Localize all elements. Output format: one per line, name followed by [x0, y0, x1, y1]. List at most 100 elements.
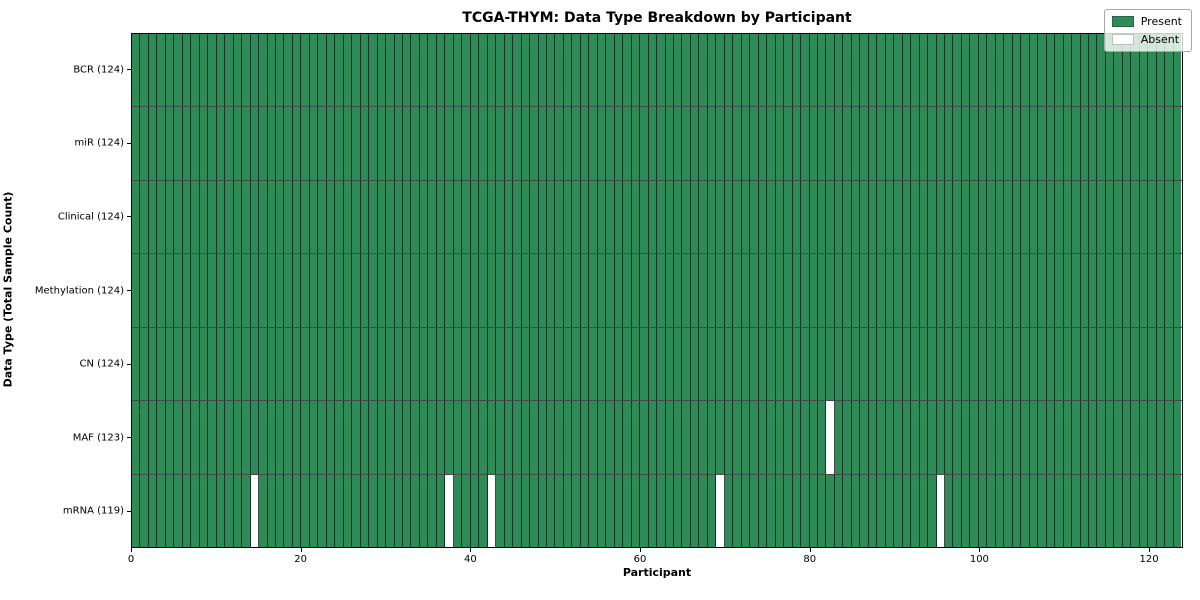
- y-tick-label: Methylation (124): [34, 285, 124, 296]
- heatmap-cell-present: [750, 180, 759, 254]
- heatmap-cell-present: [640, 474, 649, 547]
- heatmap-cell-present: [801, 34, 810, 107]
- heatmap-cell-present: [352, 401, 361, 474]
- heatmap-cell-present: [817, 180, 827, 254]
- heatmap-cell-present: [945, 401, 954, 474]
- heatmap-cell-present: [699, 34, 708, 107]
- heatmap-cell-present: [860, 180, 869, 254]
- heatmap-cell-present: [978, 401, 988, 474]
- heatmap-cell-present: [1072, 254, 1081, 327]
- y-tick-mark: [127, 142, 131, 144]
- heatmap-cell-present: [877, 254, 886, 327]
- heatmap-cell-present: [843, 254, 852, 327]
- heatmap-cell-present: [716, 180, 725, 254]
- heatmap-cell-present: [199, 401, 209, 474]
- heatmap-cell-present: [995, 401, 1005, 474]
- heatmap-cell-present: [1021, 254, 1030, 327]
- heatmap-cell-present: [699, 401, 708, 474]
- heatmap-cell-present: [233, 327, 243, 401]
- heatmap-cell-present: [462, 401, 471, 474]
- heatmap-cell-present: [648, 254, 658, 327]
- heatmap-cell-present: [733, 34, 742, 107]
- heatmap-cell-present: [834, 180, 844, 254]
- heatmap-cell-present: [445, 401, 454, 474]
- heatmap-cell-present: [284, 474, 293, 547]
- heatmap-cell-present: [919, 180, 929, 254]
- heatmap-cell-present: [894, 34, 903, 107]
- heatmap-cell-present: [1139, 474, 1149, 547]
- heatmap-cell-present: [1139, 401, 1149, 474]
- y-tick-mark: [127, 363, 131, 365]
- heatmap-cell-present: [453, 107, 463, 180]
- heatmap-cell-present: [208, 474, 217, 547]
- heatmap-cell-present: [682, 34, 691, 107]
- heatmap-cell-present: [1122, 401, 1132, 474]
- heatmap-cell-present: [335, 401, 344, 474]
- heatmap-cell-present: [309, 254, 319, 327]
- heatmap-cell-present: [360, 34, 370, 107]
- heatmap-cell-present: [267, 401, 276, 474]
- heatmap-cell-present: [496, 254, 505, 327]
- heatmap-cell-present: [894, 474, 903, 547]
- heatmap-cell-present: [1012, 401, 1022, 474]
- heatmap-cell-present: [1021, 327, 1030, 401]
- heatmap-cell-present: [792, 474, 802, 547]
- heatmap-cell-present: [1105, 327, 1115, 401]
- heatmap-cell-present: [326, 34, 336, 107]
- heatmap-cell-present: [919, 401, 929, 474]
- heatmap-cell-absent: [487, 474, 497, 547]
- heatmap-cell-present: [1046, 34, 1056, 107]
- heatmap-cell-present: [911, 34, 920, 107]
- heatmap-cell-present: [496, 34, 505, 107]
- heatmap-cell-present: [978, 474, 988, 547]
- heatmap-cell-present: [817, 254, 827, 327]
- heatmap-cell-present: [724, 180, 734, 254]
- heatmap-cell-present: [504, 107, 514, 180]
- heatmap-cell-present: [606, 107, 615, 180]
- heatmap-cell-present: [877, 34, 886, 107]
- heatmap-cell-present: [877, 180, 886, 254]
- heatmap-cell-present: [377, 180, 387, 254]
- heatmap-cell-present: [640, 401, 649, 474]
- heatmap-cell-present: [521, 34, 531, 107]
- heatmap-cell-present: [1038, 107, 1047, 180]
- heatmap-cell-present: [809, 401, 818, 474]
- heatmap-cell-present: [623, 474, 632, 547]
- heatmap-cell-present: [148, 327, 158, 401]
- heatmap-cell-present: [792, 254, 802, 327]
- heatmap-cell-present: [885, 327, 895, 401]
- heatmap-cell-present: [1038, 474, 1047, 547]
- heatmap-cell-present: [606, 34, 615, 107]
- heatmap-cell-present: [1139, 327, 1149, 401]
- heatmap-cell-present: [394, 254, 403, 327]
- heatmap-cell-present: [157, 327, 166, 401]
- heatmap-cell-present: [250, 180, 260, 254]
- heatmap-cell-present: [978, 107, 988, 180]
- heatmap-cell-present: [724, 107, 734, 180]
- heatmap-cell-present: [216, 327, 226, 401]
- heatmap-cell-present: [343, 474, 353, 547]
- heatmap-cell-present: [572, 474, 581, 547]
- heatmap-cell-present: [555, 327, 564, 401]
- x-tick-mark: [131, 548, 132, 552]
- heatmap-row-clinical: [132, 180, 1182, 255]
- heatmap-cell-present: [1156, 474, 1166, 547]
- heatmap-cell-present: [572, 254, 581, 327]
- heatmap-cell-present: [546, 401, 556, 474]
- heatmap-cell-present: [1046, 107, 1056, 180]
- x-tick-label: 40: [463, 554, 477, 565]
- heatmap-cell-present: [1114, 401, 1123, 474]
- heatmap-cell-present: [216, 107, 226, 180]
- heatmap-cell-present: [546, 180, 556, 254]
- heatmap-cell-present: [902, 474, 912, 547]
- heatmap-cell-present: [733, 180, 742, 254]
- heatmap-cell-present: [707, 327, 717, 401]
- heatmap-cell-present: [843, 107, 852, 180]
- heatmap-cell-present: [1080, 107, 1089, 180]
- heatmap-cell-present: [216, 401, 226, 474]
- heatmap-cell-present: [1131, 474, 1140, 547]
- heatmap-cell-present: [513, 34, 522, 107]
- heatmap-cell-present: [665, 34, 674, 107]
- heatmap-cell-present: [563, 254, 573, 327]
- heatmap-cell-present: [758, 327, 768, 401]
